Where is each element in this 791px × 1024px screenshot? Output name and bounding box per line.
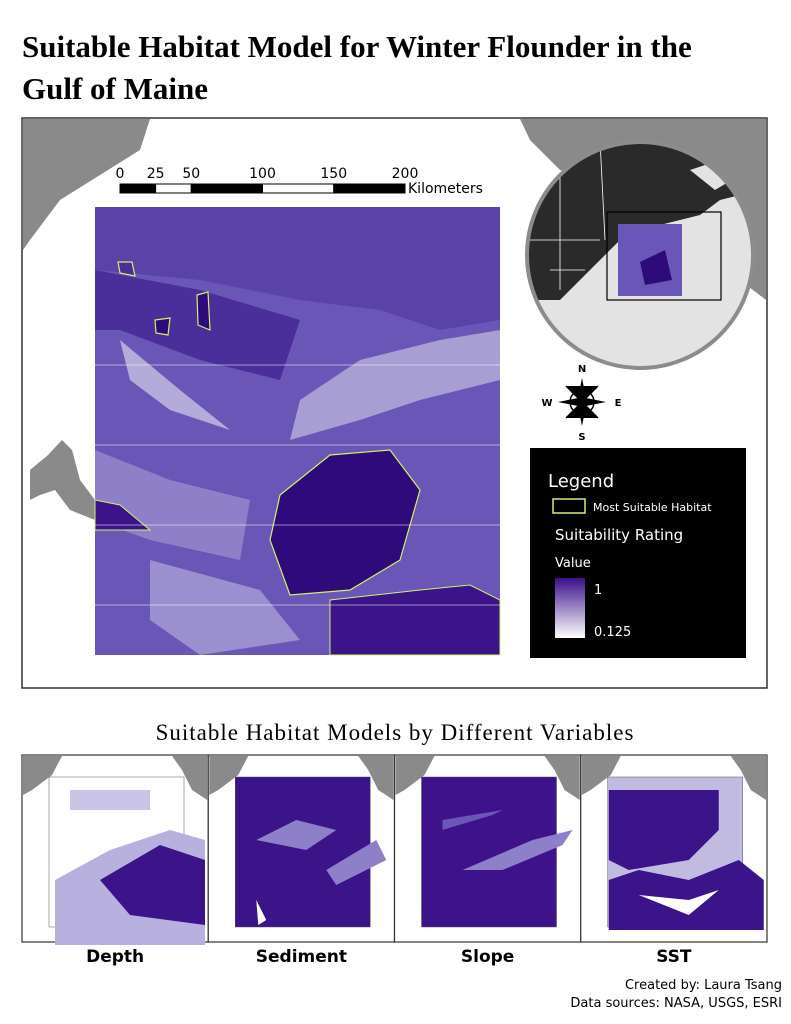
- legend-min: 0.125: [594, 625, 631, 640]
- legend-habitat: Most Suitable Habitat: [593, 501, 712, 514]
- compass-s: S: [578, 432, 585, 443]
- scale-tick-label: 150: [320, 166, 347, 182]
- panel-land: [581, 756, 766, 800]
- credit-sources: Data sources: NASA, USGS, ESRI: [570, 996, 782, 1011]
- scale-segment: [119, 183, 157, 194]
- scale-segment: [190, 183, 263, 194]
- scale-tick-label: 25: [147, 166, 165, 182]
- legend-title: Legend: [548, 471, 614, 492]
- legend-field: Value: [555, 556, 591, 571]
- compass-w: W: [541, 398, 552, 409]
- scale-unit: Kilometers: [408, 181, 483, 197]
- panel-zone: [462, 830, 573, 870]
- panel-zone: [256, 900, 267, 925]
- variable-panels: Depth Sediment Slope SST: [21, 754, 768, 967]
- panel-label: Sediment: [256, 947, 347, 967]
- scale-tick-label: 200: [392, 166, 419, 182]
- panel-land: [209, 756, 394, 800]
- panel-zone: [608, 860, 764, 930]
- scale-segment: [155, 183, 192, 194]
- credit-author: Created by: Laura Tsang: [625, 978, 782, 993]
- panel-land: [395, 756, 580, 800]
- legend-max: 1: [594, 583, 602, 598]
- panel-label: SST: [656, 947, 692, 967]
- panel: Slope: [393, 754, 582, 967]
- panel-zone: [608, 790, 719, 870]
- legend: Legend Most Suitable Habitat Suitability…: [530, 448, 746, 658]
- subtitle: Suitable Habitat Models by Different Var…: [156, 720, 635, 745]
- panel-zone: [326, 840, 387, 885]
- panel-zone: [100, 845, 205, 925]
- scale-segment: [333, 183, 406, 194]
- panel-zone: [256, 820, 337, 850]
- panel-label: Depth: [86, 947, 144, 967]
- panel-zone: [638, 890, 719, 915]
- scale-segment: [262, 183, 335, 194]
- scale-tick-label: 100: [249, 166, 276, 182]
- panel-zone: [70, 790, 150, 810]
- panel: Sediment: [207, 754, 396, 967]
- panel: SST: [580, 754, 768, 967]
- panel-land: [23, 756, 208, 800]
- scale-tick-label: 50: [182, 166, 200, 182]
- scale-tick-label: 0: [116, 166, 125, 182]
- panel-zone: [442, 810, 503, 830]
- compass-e: E: [615, 398, 622, 409]
- panel-raster: [235, 776, 371, 928]
- legend-rating: Suitability Rating: [555, 526, 683, 544]
- inset-map: [525, 140, 755, 370]
- compass: N S E W: [541, 364, 621, 443]
- compass-n: N: [578, 364, 586, 375]
- map-title: Suitable Habitat Model for Winter Flound…: [22, 29, 692, 106]
- panel: Depth: [21, 754, 209, 967]
- panel-label: Slope: [461, 947, 514, 967]
